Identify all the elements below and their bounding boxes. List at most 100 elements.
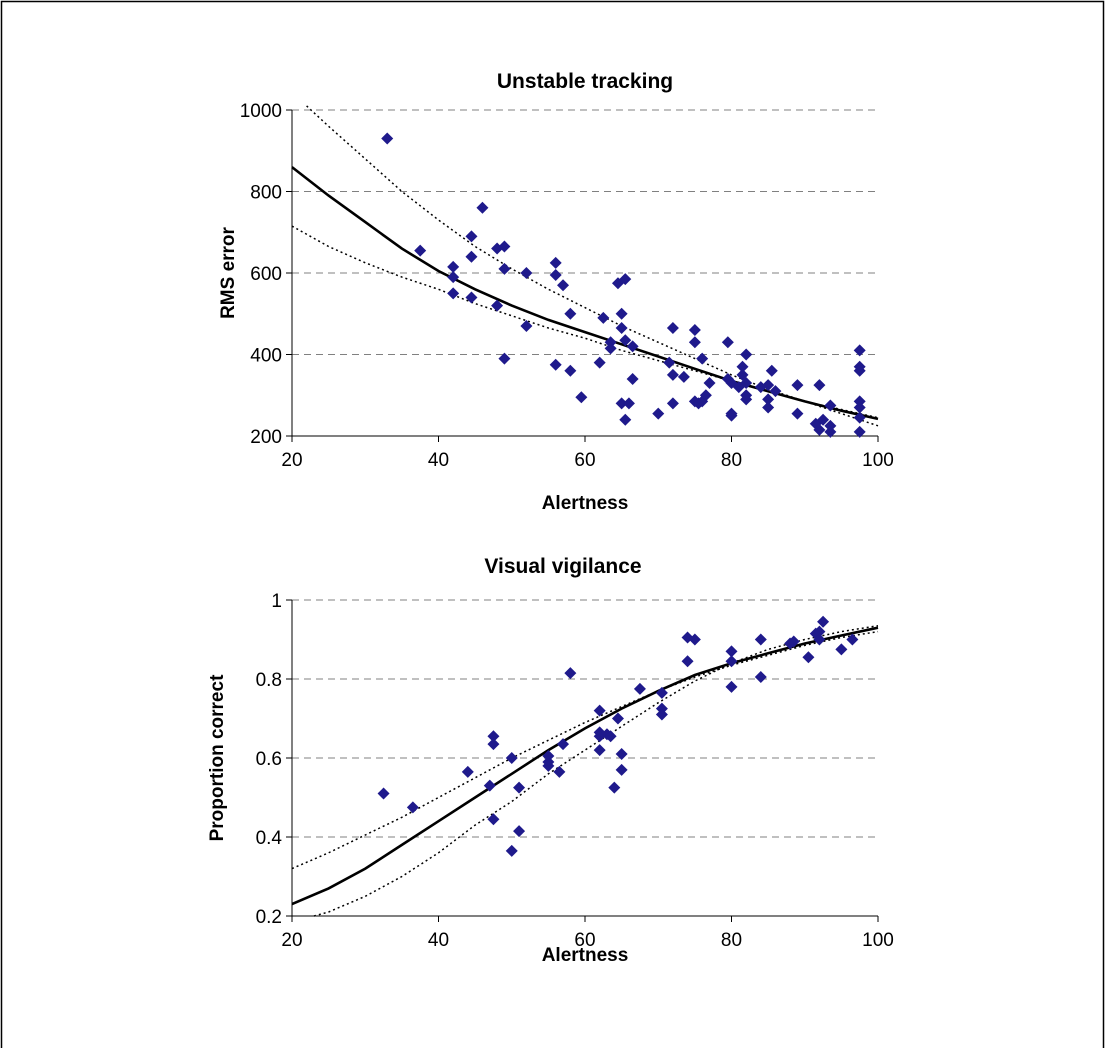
data-point bbox=[835, 643, 848, 656]
data-point bbox=[615, 763, 628, 776]
data-point bbox=[626, 372, 639, 385]
fit-line bbox=[291, 626, 879, 906]
data-point bbox=[465, 230, 478, 243]
x-tick-label: 60 bbox=[574, 930, 595, 951]
data-point bbox=[740, 377, 753, 390]
x-tick-label: 100 bbox=[862, 450, 894, 471]
data-point bbox=[498, 352, 511, 365]
data-point bbox=[802, 651, 815, 664]
data-point bbox=[575, 391, 588, 404]
data-point bbox=[817, 615, 830, 628]
data-point bbox=[557, 738, 570, 751]
x-axis-label: Alertness bbox=[542, 945, 629, 966]
data-point bbox=[754, 671, 767, 684]
data-point bbox=[688, 633, 701, 646]
data-point bbox=[564, 307, 577, 320]
data-point bbox=[604, 342, 617, 355]
data-point bbox=[824, 419, 837, 432]
fit-lines bbox=[291, 105, 879, 427]
data-point bbox=[447, 271, 460, 284]
data-point bbox=[696, 352, 709, 365]
data-point bbox=[498, 240, 511, 253]
fit-lines bbox=[291, 624, 879, 917]
data-point bbox=[762, 401, 775, 414]
chart-title: Unstable tracking bbox=[497, 70, 673, 93]
y-tick-label: 1 bbox=[271, 591, 282, 612]
confidence-upper-line bbox=[291, 630, 879, 870]
data-point bbox=[853, 411, 866, 424]
data-point bbox=[597, 311, 610, 324]
data-point bbox=[604, 336, 617, 349]
data-point bbox=[487, 813, 500, 826]
gridlines bbox=[292, 599, 878, 838]
data-point bbox=[736, 360, 749, 373]
data-point bbox=[483, 779, 496, 792]
data-point bbox=[853, 401, 866, 414]
data-point bbox=[619, 273, 632, 286]
data-points bbox=[381, 132, 866, 438]
data-point bbox=[791, 407, 804, 420]
data-point bbox=[652, 407, 665, 420]
fit-line bbox=[291, 166, 879, 421]
data-point bbox=[549, 358, 562, 371]
data-point bbox=[611, 712, 624, 725]
x-axis-label: Alertness bbox=[542, 493, 629, 514]
data-point bbox=[699, 389, 712, 402]
y-tick-label: 600 bbox=[250, 264, 282, 285]
data-point bbox=[406, 801, 419, 814]
data-point bbox=[622, 397, 635, 410]
data-point bbox=[615, 397, 628, 410]
data-point bbox=[615, 748, 628, 761]
y-tick-label: 0.8 bbox=[256, 670, 282, 691]
data-point bbox=[721, 336, 734, 349]
data-point bbox=[553, 765, 566, 778]
x-tick-labels: 20 40 60 80 100 bbox=[281, 930, 893, 951]
x-tick-label: 40 bbox=[428, 450, 449, 471]
gridlines bbox=[292, 109, 878, 355]
data-point bbox=[557, 279, 570, 292]
data-point bbox=[677, 370, 690, 383]
data-point bbox=[762, 393, 775, 406]
data-point bbox=[465, 250, 478, 263]
data-point bbox=[619, 334, 632, 347]
y-tick-label: 400 bbox=[250, 346, 282, 367]
data-point bbox=[791, 379, 804, 392]
data-point bbox=[447, 260, 460, 273]
y-tick-label: 0.6 bbox=[256, 749, 282, 770]
data-point bbox=[666, 368, 679, 381]
y-axis-label: Proportion correct bbox=[207, 674, 228, 841]
data-point bbox=[491, 299, 504, 312]
y-tick-label: 200 bbox=[250, 427, 282, 448]
data-point bbox=[414, 244, 427, 257]
data-point bbox=[853, 344, 866, 357]
data-point bbox=[377, 787, 390, 800]
data-point bbox=[725, 645, 738, 658]
data-point bbox=[615, 307, 628, 320]
y-tick-label: 0.2 bbox=[256, 907, 282, 928]
y-tick-label: 0.4 bbox=[256, 828, 283, 849]
x-tick-label: 40 bbox=[428, 930, 449, 951]
data-point bbox=[604, 730, 617, 743]
data-point bbox=[615, 322, 628, 335]
chart-visual-vigilance: Visual vigilance Alertness Proportion co… bbox=[207, 555, 894, 966]
data-point bbox=[813, 379, 826, 392]
data-points bbox=[377, 615, 859, 857]
x-tick-label: 20 bbox=[281, 450, 302, 471]
y-tick-labels: 0.2 0.4 0.6 0.8 1 bbox=[256, 591, 283, 928]
data-point bbox=[765, 364, 778, 377]
y-tick-label: 1000 bbox=[240, 101, 282, 122]
data-point bbox=[564, 667, 577, 680]
data-point bbox=[688, 324, 701, 337]
y-axis-label: RMS error bbox=[218, 226, 239, 318]
x-tick-label: 80 bbox=[721, 930, 742, 951]
data-point bbox=[813, 625, 826, 638]
data-point bbox=[505, 752, 518, 764]
x-tick-label: 60 bbox=[574, 450, 595, 471]
data-point bbox=[593, 356, 606, 369]
data-point bbox=[769, 385, 782, 398]
data-point bbox=[549, 269, 562, 282]
x-tick-labels: 20 40 60 80 100 bbox=[281, 450, 893, 471]
y-tick-label: 800 bbox=[250, 183, 282, 204]
